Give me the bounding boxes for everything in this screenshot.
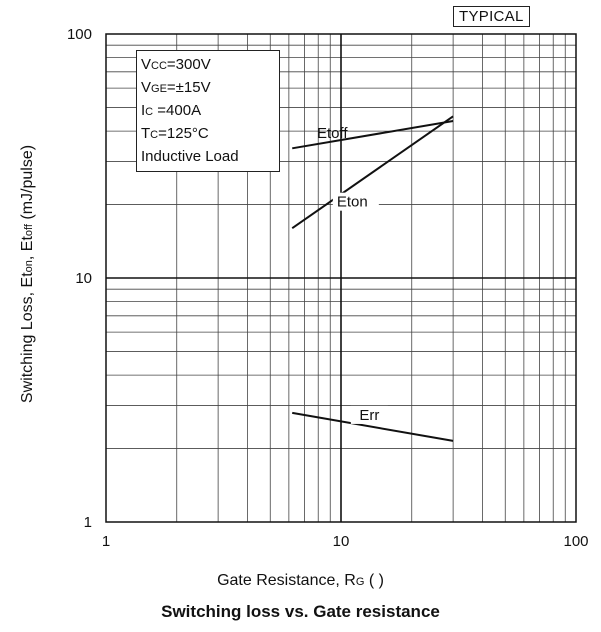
series-line-eton [291,115,454,230]
series-label-bg [350,405,388,424]
condition-vcc: VCC=300V [141,56,211,73]
y-tick-label: 1 [84,514,92,531]
tick-labels: 1 10 100 1 10 100 [67,26,589,550]
condition-vge: VGE=±15V [141,79,211,96]
series-label-eton: Eton [337,194,368,211]
x-tick-label: 1 [102,533,110,550]
conditions-box: VCC=300V VGE=±15V IC =400A TC=125°C Indu… [136,50,280,172]
x-tick-label: 100 [563,533,588,550]
chart-title: Switching loss vs. Gate resistance [161,602,440,621]
y-axis-label: Switching Loss, Eton, Etoff (mJ/pulse) [19,144,36,404]
x-axis-label: Gate Resistance, RG ( ) [217,572,384,589]
plot-frame [105,33,577,523]
condition-ic: IC =400A [141,102,202,119]
y-tick-label: 10 [75,270,92,287]
series-label-bg [332,192,379,211]
series-lines: Etoff Eton Err [291,115,454,442]
y-tick-label: 100 [67,26,92,43]
series-label-etoff: Etoff [317,125,348,142]
x-tick-label: 10 [333,533,350,550]
major-gridlines [106,34,576,522]
series-label-err: Err [359,407,379,424]
typical-badge: TYPICAL [453,6,530,27]
condition-load: Inductive Load [141,148,239,165]
condition-tc: TC=125°C [141,125,209,142]
series-line-etoff [292,120,454,150]
series-line-err [292,411,454,442]
